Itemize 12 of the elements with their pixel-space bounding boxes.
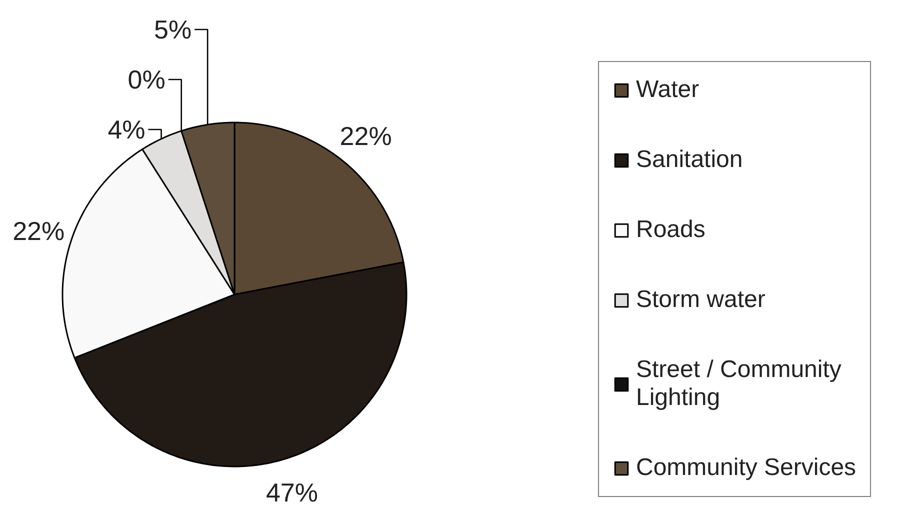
data-label: 4% [108, 114, 146, 144]
data-label: 22% [12, 216, 65, 246]
data-label: 5% [154, 14, 192, 44]
data-label: 47% [266, 477, 318, 508]
legend-label: Sanitation [636, 146, 743, 174]
legend-label: Water [636, 76, 700, 104]
legend-label: Storm water [636, 286, 766, 314]
legend-label: Community Services [636, 454, 856, 482]
data-label: 22% [340, 120, 392, 151]
text: 0% [128, 64, 166, 94]
legend-label: Roads [636, 216, 706, 244]
legend-label: Street / Community Lighting [636, 356, 842, 412]
